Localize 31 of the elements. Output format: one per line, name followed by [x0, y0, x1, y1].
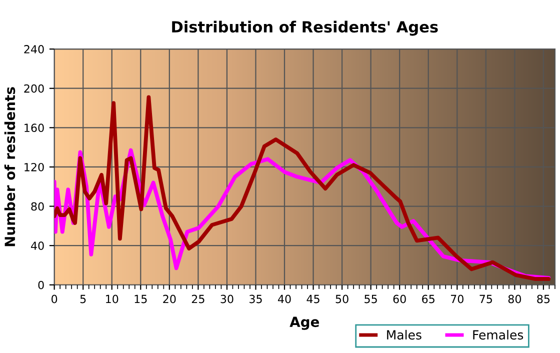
x-tick-label: 55: [364, 294, 377, 304]
x-axis-title: Age: [290, 316, 320, 330]
x-tick-label: 20: [163, 294, 176, 304]
x-tick-label: 10: [106, 294, 118, 304]
y-tick-label: 0: [38, 280, 44, 290]
y-tick-label: 40: [31, 242, 44, 250]
legend-label: Females: [473, 330, 524, 340]
x-tick-label: 45: [306, 294, 320, 304]
x-tick-label: 0: [52, 294, 58, 304]
x-tick-label: 35: [250, 294, 262, 304]
x-tick-label: 60: [393, 294, 406, 304]
legend-label: Males: [387, 330, 422, 340]
x-tick-label: 75: [480, 294, 492, 304]
x-tick-label: 85: [537, 294, 550, 304]
x-tick-label: 5: [80, 294, 86, 304]
chart-title: Distribution of Residents' Ages: [172, 20, 438, 36]
x-tick-label: 25: [192, 294, 204, 304]
x-tick-label: 40: [278, 294, 291, 304]
x-tick-label: 70: [450, 294, 464, 304]
line-series: [54, 95, 551, 281]
x-tick-label: 65: [422, 294, 434, 304]
y-tick-label: 160: [24, 124, 44, 132]
x-tick-label: 15: [134, 294, 147, 304]
y-axis-title: Number of residents: [4, 87, 16, 246]
y-tick-label: 200: [24, 84, 44, 93]
x-tick-label: 50: [336, 294, 348, 304]
x-tick-label: 80: [508, 294, 522, 304]
x-tick-label: 30: [220, 294, 234, 304]
y-tick-label: 120: [24, 162, 44, 172]
y-tick-label: 240: [24, 45, 44, 54]
y-tick-label: 80: [31, 202, 44, 211]
